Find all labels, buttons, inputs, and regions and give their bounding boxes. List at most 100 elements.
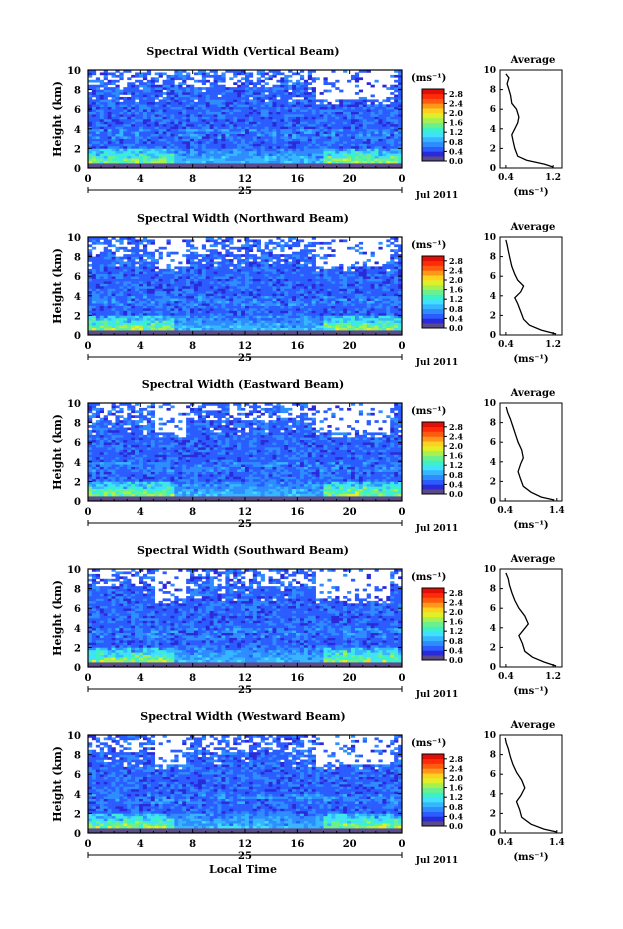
heatmap-cell <box>154 298 159 301</box>
heatmap-cell <box>146 281 152 284</box>
heatmap-cell <box>88 133 93 137</box>
heatmap-cell <box>252 99 258 103</box>
heatmap-cell <box>284 79 289 83</box>
heatmap-cell <box>115 141 120 144</box>
heatmap-cell <box>292 281 297 284</box>
heatmap-cell <box>299 119 305 122</box>
heatmap-cell <box>139 128 144 132</box>
heatmap-cell <box>190 155 195 159</box>
heatmap-cell <box>182 290 187 294</box>
heatmap-cell <box>280 293 285 297</box>
heatmap-cell <box>225 263 230 267</box>
heatmap-cell <box>260 131 265 134</box>
heatmap-cell <box>91 94 97 98</box>
heatmap-cell <box>158 123 163 127</box>
heatmap-cell <box>260 263 265 267</box>
heatmap-cell <box>142 121 148 125</box>
heatmap-cell <box>91 256 97 260</box>
heatmap-cell <box>190 96 195 100</box>
heatmap-cell <box>358 163 364 166</box>
heatmap-cell <box>374 160 379 164</box>
heatmap-cell <box>150 131 156 134</box>
heatmap-cell <box>217 241 222 245</box>
heatmap-cell <box>292 237 297 240</box>
heatmap-cell <box>119 325 124 328</box>
heatmap-cell <box>103 239 108 243</box>
heatmap-cell <box>264 298 269 301</box>
heatmap-cell <box>170 322 175 326</box>
heatmap-cell <box>284 271 289 275</box>
heatmap-cell <box>217 160 222 164</box>
heatmap-cell <box>166 276 171 279</box>
heatmap-cell <box>91 327 97 331</box>
heatmap-cell <box>292 128 297 132</box>
heatmap-cell <box>127 145 132 149</box>
heatmap-cell <box>245 271 250 275</box>
heatmap-cell <box>315 303 320 306</box>
heatmap-cell <box>248 143 254 147</box>
heatmap-cell <box>386 106 391 110</box>
heatmap-cell <box>276 310 281 314</box>
heatmap-cell <box>237 322 242 326</box>
heatmap-cell <box>158 327 163 331</box>
heatmap-cell <box>354 119 360 122</box>
heatmap-cell <box>339 111 344 115</box>
heatmap-cell <box>201 116 207 120</box>
heatmap-cell <box>186 283 191 287</box>
heatmap-cell <box>374 138 379 142</box>
heatmap-cell <box>142 332 148 336</box>
heatmap-cell <box>362 160 367 164</box>
heatmap-cell <box>193 94 199 98</box>
heatmap-cell <box>292 320 297 324</box>
heatmap-cell <box>115 288 120 292</box>
heatmap-cell <box>288 298 293 301</box>
heatmap-cell <box>323 150 328 154</box>
heatmap-cell <box>390 114 395 117</box>
heatmap-cell <box>146 153 152 157</box>
heatmap-cell <box>190 317 195 321</box>
heatmap-cell <box>178 104 183 108</box>
heatmap-cell <box>315 241 320 245</box>
heatmap-cell <box>252 155 258 159</box>
heatmap-cell <box>209 92 214 95</box>
heatmap-cell <box>186 322 191 326</box>
heatmap-cell <box>256 249 261 252</box>
heatmap-cell <box>256 99 261 103</box>
heatmap-cell <box>284 104 289 108</box>
heatmap-cell <box>327 150 332 154</box>
heatmap-cell <box>150 109 156 112</box>
heatmap-cell <box>197 327 203 331</box>
heatmap-cell <box>237 94 242 98</box>
heatmap-cell <box>292 308 297 311</box>
heatmap-cell <box>323 77 328 81</box>
heatmap-cell <box>323 123 328 127</box>
heatmap-cell <box>127 332 132 336</box>
heatmap-cell <box>276 153 281 157</box>
heatmap-cell <box>186 77 191 81</box>
heatmap-cell <box>394 104 399 108</box>
heatmap-cell <box>158 150 163 154</box>
heatmap-cell <box>311 99 316 103</box>
heatmap-cell <box>354 126 360 130</box>
heatmap-cell <box>123 315 128 319</box>
heatmap-cell <box>256 77 261 81</box>
heatmap-cell <box>170 327 175 331</box>
heatmap-cell <box>252 89 258 93</box>
heatmap-cell <box>150 327 156 331</box>
heatmap-cell <box>209 148 214 152</box>
heatmap-cell <box>142 96 148 100</box>
heatmap-cell <box>103 322 108 326</box>
heatmap-cell <box>307 131 313 134</box>
heatmap-cell <box>292 165 297 169</box>
heatmap-cell <box>190 99 195 103</box>
heatmap-cell <box>150 263 156 267</box>
heatmap-cell <box>272 271 277 275</box>
heatmap-cell <box>237 278 242 282</box>
heatmap-cell <box>186 123 191 127</box>
heatmap-cell <box>272 273 277 277</box>
heatmap-cell <box>115 160 120 164</box>
heatmap-cell <box>284 123 289 127</box>
heatmap-cell <box>209 153 214 157</box>
heatmap-cell <box>166 303 171 306</box>
heatmap-cell <box>205 89 210 93</box>
